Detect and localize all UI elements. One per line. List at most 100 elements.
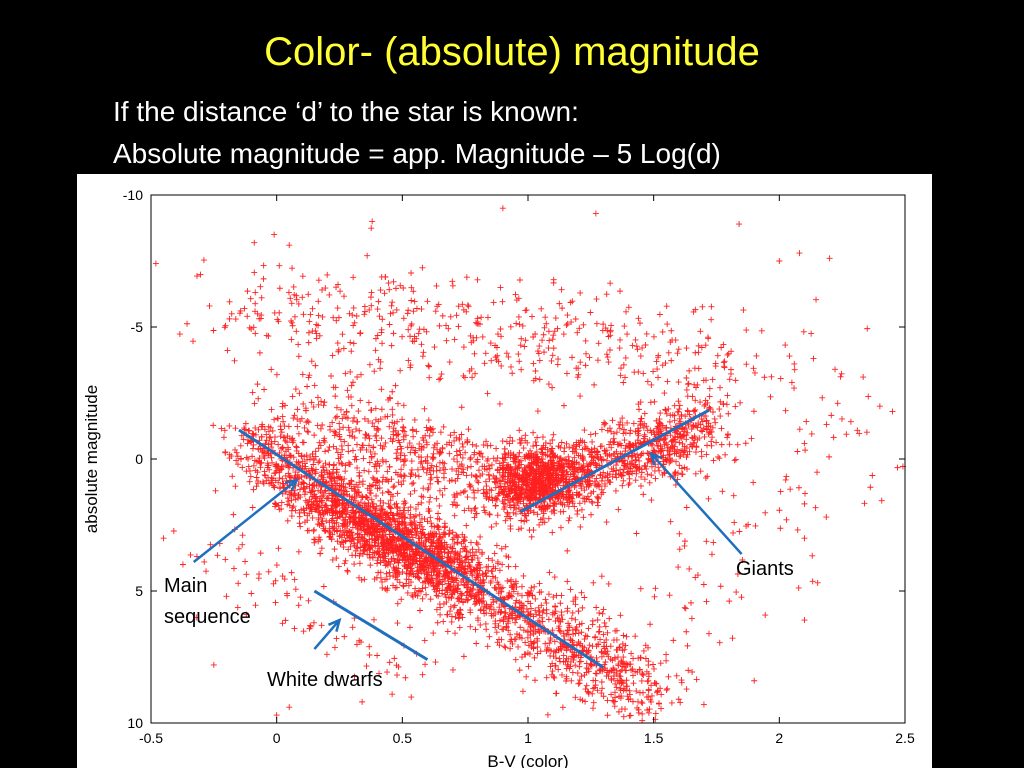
star-point [441, 460, 448, 467]
star-point [310, 482, 317, 489]
star-point [339, 461, 346, 468]
star-point [408, 458, 415, 465]
star-point [400, 472, 407, 479]
star-point [311, 382, 318, 389]
star-point [569, 609, 576, 616]
star-point [338, 539, 345, 546]
star-point [598, 690, 605, 697]
star-point [469, 441, 476, 448]
star-point [210, 422, 217, 429]
star-point [607, 643, 614, 650]
star-point [294, 423, 301, 430]
star-point [568, 615, 575, 622]
star-point [288, 513, 295, 520]
star-point [564, 578, 571, 585]
star-point [474, 477, 481, 484]
star-point [665, 673, 672, 680]
star-point [645, 709, 652, 716]
star-point [620, 632, 627, 639]
star-point [530, 640, 537, 647]
star-point [524, 634, 531, 641]
star-point [278, 429, 285, 436]
star-point [706, 385, 713, 392]
star-point [467, 623, 474, 630]
star-point [383, 570, 390, 577]
star-point [406, 515, 413, 522]
star-point [411, 518, 418, 525]
star-point [602, 420, 609, 427]
star-point [525, 663, 532, 670]
star-point [675, 379, 682, 386]
star-point [221, 427, 228, 434]
star-point [379, 489, 386, 496]
star-point [483, 610, 490, 617]
star-point [411, 416, 418, 423]
star-point [638, 450, 645, 457]
slide-title: Color- (absolute) magnitude [264, 30, 760, 74]
star-point [550, 594, 557, 601]
star-point [252, 431, 259, 438]
star-point [255, 426, 262, 433]
star-point [638, 677, 645, 684]
star-point [482, 620, 489, 627]
star-point [420, 485, 427, 492]
star-point [615, 662, 622, 669]
star-point [396, 579, 403, 586]
star-point [473, 539, 480, 546]
star-point [588, 662, 595, 669]
star-point [516, 667, 523, 674]
star-point [678, 471, 685, 478]
star-point [662, 406, 669, 413]
star-point [671, 402, 678, 409]
star-point [454, 609, 461, 616]
star-point [389, 388, 396, 395]
star-point [534, 638, 541, 645]
star-point [605, 673, 612, 680]
star-point [232, 483, 239, 490]
star-point [664, 378, 671, 385]
star-point [648, 692, 655, 699]
star-point [332, 414, 339, 421]
star-point [372, 433, 379, 440]
star-point [455, 323, 462, 330]
star-point [233, 449, 240, 456]
star-point [501, 445, 508, 452]
star-point [716, 406, 723, 413]
star-point [558, 592, 565, 599]
star-point [589, 499, 596, 506]
star-point [273, 371, 280, 378]
star-point [590, 685, 597, 692]
star-point [673, 672, 680, 679]
star-point [418, 499, 425, 506]
star-point [638, 415, 645, 422]
star-point [279, 480, 286, 487]
star-point [527, 447, 534, 454]
star-point [316, 458, 323, 465]
star-point [460, 489, 467, 496]
star-point [543, 674, 550, 681]
star-point [504, 510, 511, 517]
star-point [551, 638, 558, 645]
star-point [285, 470, 292, 477]
star-point [586, 642, 593, 649]
star-point [315, 298, 322, 305]
star-point [543, 606, 550, 613]
star-point [611, 438, 618, 445]
star-point [460, 443, 467, 450]
star-point [552, 603, 559, 610]
star-point [507, 523, 514, 530]
star-point [677, 699, 684, 706]
star-point [367, 562, 374, 569]
star-point [321, 399, 328, 406]
star-point [349, 312, 356, 319]
star-point [276, 285, 283, 292]
star-point [476, 450, 483, 457]
star-point [639, 344, 646, 351]
star-point [530, 360, 537, 367]
star-point [226, 422, 233, 429]
star-point [545, 345, 552, 352]
star-point [279, 444, 286, 451]
star-point [394, 490, 401, 497]
star-point [684, 465, 691, 472]
star-point [242, 420, 249, 427]
